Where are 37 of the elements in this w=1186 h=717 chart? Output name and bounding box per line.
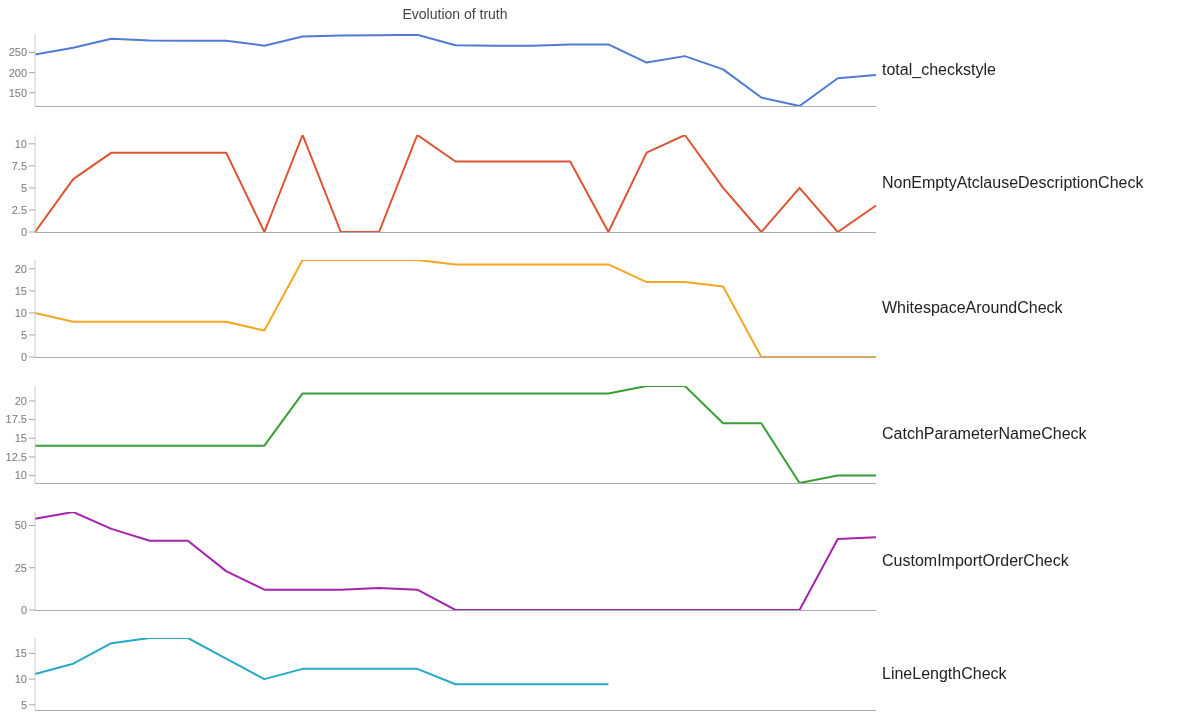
line-series — [34, 386, 877, 483]
series-label: NonEmptyAtclauseDescriptionCheck — [882, 174, 1144, 192]
y-tick-label: 50 — [14, 519, 27, 532]
y-tick-label: 25 — [14, 561, 27, 574]
series-label: CustomImportOrderCheck — [882, 551, 1069, 570]
text: CatchParameterNameCheck — [882, 425, 1087, 443]
line-series — [34, 135, 877, 232]
text: LineLengthCheck — [882, 664, 1007, 683]
y-tick-label: 5 — [20, 328, 27, 341]
y-tick-label: 15 — [14, 284, 27, 297]
y-tick-label: 5 — [20, 181, 27, 194]
y-tick-label: 0 — [20, 603, 27, 616]
line-series — [34, 260, 877, 357]
series-label: total_checkstyle — [882, 60, 996, 79]
y-tick-label: 15 — [14, 432, 27, 445]
y-tick-label: 20 — [14, 394, 27, 407]
y-tick-label: 10 — [14, 137, 27, 150]
y-tick-label: 7.5 — [11, 159, 27, 172]
y-tick-label: 10 — [14, 673, 27, 686]
y-tick-label: 5 — [20, 698, 27, 711]
y-tick-label: 250 — [8, 46, 27, 59]
line-series — [34, 34, 877, 106]
y-tick-label: 0 — [20, 225, 27, 238]
chart-title: Evolution of truth — [401, 6, 509, 22]
y-tick-label: 10 — [14, 469, 27, 482]
y-tick-label: 0 — [20, 350, 27, 363]
y-tick-label: 20 — [14, 262, 27, 275]
y-tick-label: 15 — [14, 647, 27, 660]
y-tick-label: 12.5 — [5, 450, 27, 463]
y-tick-label: 17.5 — [5, 413, 27, 426]
text: WhitespaceAroundCheck — [882, 299, 1063, 317]
line-series — [34, 512, 877, 610]
y-tick-label: 2.5 — [11, 203, 27, 216]
line-series — [34, 638, 610, 686]
y-tick-label: 150 — [8, 86, 27, 99]
y-tick-label: 200 — [8, 66, 27, 79]
y-tick-label: 10 — [14, 306, 27, 319]
